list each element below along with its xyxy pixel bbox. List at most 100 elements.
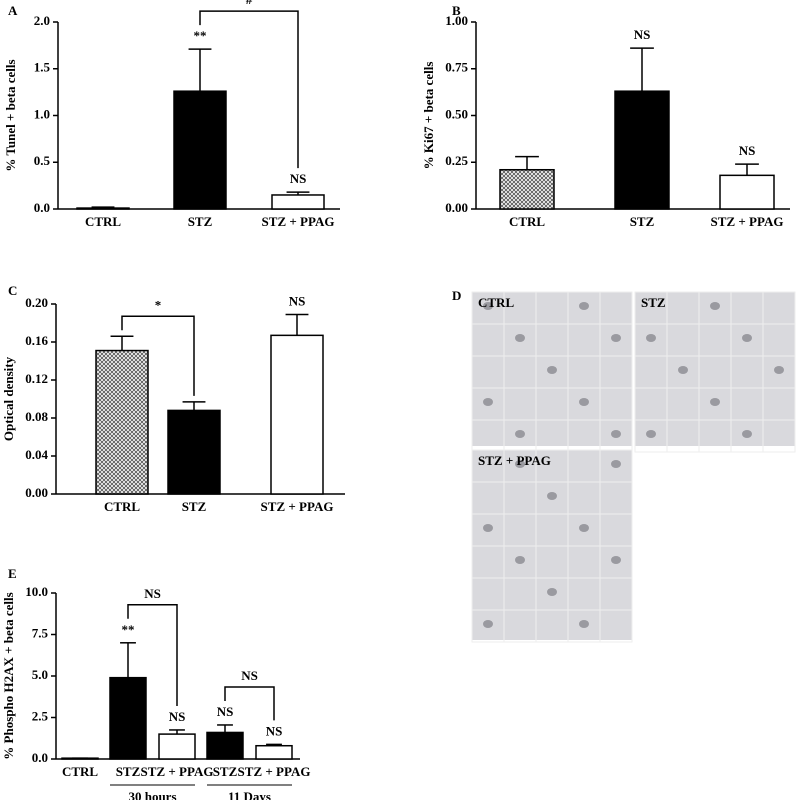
group-label: 30 hours xyxy=(128,789,176,800)
micrograph xyxy=(472,450,632,640)
bar xyxy=(271,194,325,210)
image-tile xyxy=(762,419,796,453)
y-tick-label: 1.00 xyxy=(445,13,468,28)
image-label: CTRL xyxy=(478,295,514,310)
panel-label: E xyxy=(8,566,17,581)
y-tick-label: 1.0 xyxy=(34,106,50,121)
y-tick-label: 0.04 xyxy=(25,447,48,462)
cell-nucleus xyxy=(742,334,752,342)
cell-nucleus xyxy=(611,334,621,342)
x-tick-label: STZ xyxy=(188,214,213,229)
y-tick-label: 1.5 xyxy=(34,60,51,75)
x-tick-label: STZ + PPAG xyxy=(261,499,334,514)
y-axis-label: % Phospho H2AX + beta cells xyxy=(1,592,16,759)
x-tick-label: CTRL xyxy=(104,499,140,514)
x-tick-label: STZ + PPAG xyxy=(141,764,214,779)
cell-nucleus xyxy=(483,620,493,628)
x-tick-label: STZ xyxy=(630,214,655,229)
x-tick-label: STZ + PPAG xyxy=(262,214,335,229)
bar xyxy=(499,168,555,210)
y-tick-label: 0.00 xyxy=(445,200,468,215)
significance-label: NS xyxy=(289,293,306,308)
panel-label: D xyxy=(452,288,461,303)
image-tile xyxy=(599,609,633,643)
bar xyxy=(173,90,227,210)
y-tick-label: 0.0 xyxy=(34,200,50,215)
bar xyxy=(719,174,775,210)
panel-label: C xyxy=(8,283,17,298)
cell-nucleus xyxy=(710,302,720,310)
cell-nucleus xyxy=(710,398,720,406)
y-tick-label: 0.16 xyxy=(25,333,48,348)
x-tick-label: STZ + PPAG xyxy=(711,214,784,229)
y-tick-label: 0.50 xyxy=(445,106,468,121)
image-label: STZ + PPAG xyxy=(478,453,551,468)
significance-label: NS xyxy=(266,723,283,738)
x-tick-label: STZ xyxy=(213,764,238,779)
y-tick-label: 0.5 xyxy=(34,153,51,168)
significance-label: ** xyxy=(194,28,207,43)
cell-nucleus xyxy=(611,430,621,438)
bracket-label: NS xyxy=(241,668,258,683)
y-tick-label: 7.5 xyxy=(32,625,49,640)
x-tick-label: STZ xyxy=(182,499,207,514)
y-tick-label: 0.12 xyxy=(25,371,48,386)
bar xyxy=(206,731,244,760)
x-tick-label: CTRL xyxy=(62,764,98,779)
panel-label: A xyxy=(8,3,18,18)
y-tick-label: 2.5 xyxy=(32,708,49,723)
cell-nucleus xyxy=(483,398,493,406)
bar xyxy=(109,676,147,760)
cell-nucleus xyxy=(515,334,525,342)
cell-nucleus xyxy=(547,492,557,500)
x-tick-label: STZ + PPAG xyxy=(238,764,311,779)
cell-nucleus xyxy=(515,460,525,468)
cell-nucleus xyxy=(483,302,493,310)
cell-nucleus xyxy=(774,366,784,374)
significance-label: NS xyxy=(634,27,651,42)
y-tick-label: 0.75 xyxy=(445,60,468,75)
bar xyxy=(167,409,221,495)
y-tick-label: 0.08 xyxy=(25,409,48,424)
y-axis-label: % Ki67 + beta cells xyxy=(421,62,436,170)
bar xyxy=(95,349,149,495)
y-tick-label: 10.0 xyxy=(25,584,48,599)
panel-label: B xyxy=(452,3,461,18)
cell-nucleus xyxy=(611,460,621,468)
y-axis-label: Optical density xyxy=(1,356,16,441)
micrograph xyxy=(635,292,795,446)
bracket-label: NS xyxy=(144,586,161,601)
cell-nucleus xyxy=(678,366,688,374)
significance-label: NS xyxy=(739,143,756,158)
bracket-label: * xyxy=(155,297,162,312)
bracket xyxy=(199,10,299,169)
bar xyxy=(61,757,99,760)
cell-nucleus xyxy=(515,556,525,564)
y-tick-label: 0.25 xyxy=(445,153,468,168)
x-tick-label: STZ xyxy=(116,764,141,779)
cell-nucleus xyxy=(547,366,557,374)
bar xyxy=(614,90,670,210)
cell-nucleus xyxy=(646,334,656,342)
x-tick-label: CTRL xyxy=(509,214,545,229)
cell-nucleus xyxy=(515,430,525,438)
bracket xyxy=(127,604,178,706)
y-tick-label: 0.00 xyxy=(25,485,48,500)
cell-nucleus xyxy=(646,430,656,438)
bracket xyxy=(121,315,195,396)
group-label: 11 Days xyxy=(228,789,271,800)
cell-nucleus xyxy=(611,556,621,564)
bar xyxy=(255,744,293,760)
x-tick-label: CTRL xyxy=(85,214,121,229)
y-tick-label: 0.0 xyxy=(32,750,48,765)
significance-label: ** xyxy=(122,622,135,637)
bracket-label: # xyxy=(246,0,253,7)
bar xyxy=(76,207,130,210)
y-tick-label: 5.0 xyxy=(32,667,48,682)
significance-label: NS xyxy=(290,171,307,186)
y-axis-label: % Tunel + beta cells xyxy=(3,59,18,171)
y-tick-label: 0.20 xyxy=(25,295,48,310)
cell-nucleus xyxy=(483,524,493,532)
